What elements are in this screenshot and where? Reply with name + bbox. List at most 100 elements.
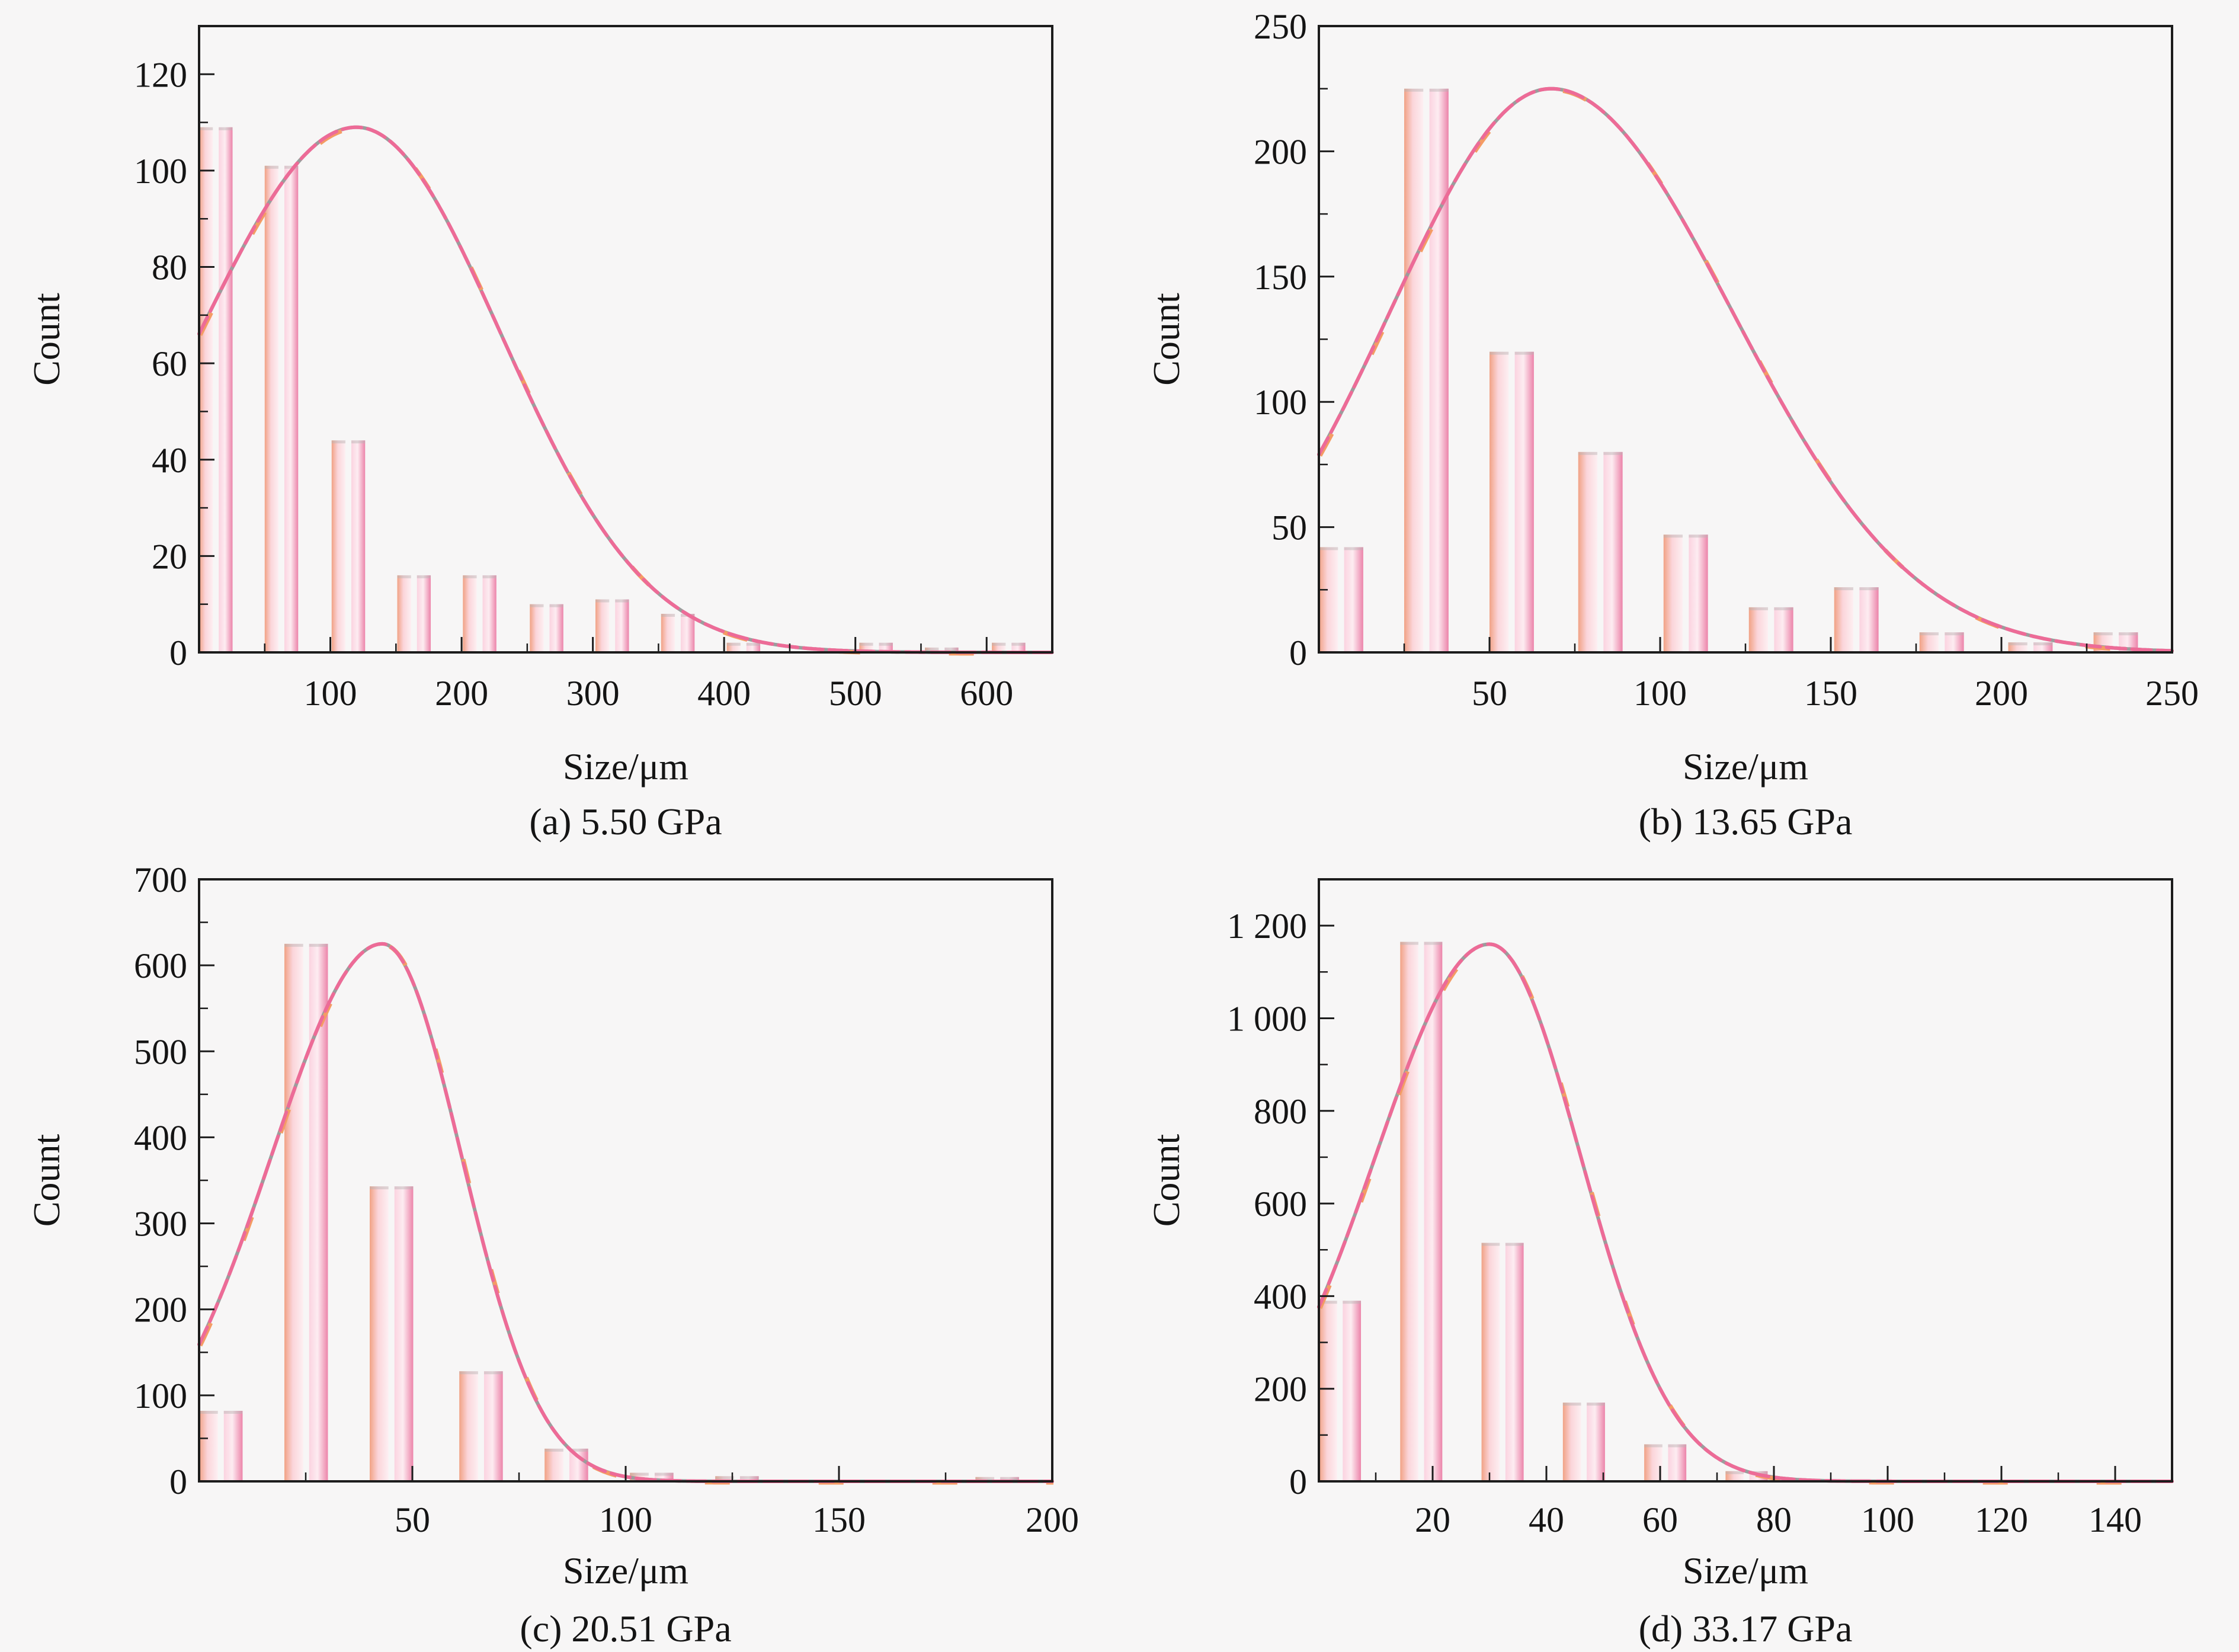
panel-d-chart: 20 40 60 80 100 120 140 0 200 400 600 800 1 000 1 200… [1145,878,2174,1650]
y-tick-label: 80 [152,248,187,287]
x-tick-label: 60 [1642,1500,1678,1539]
bar-top-cap [219,127,233,130]
fit-curve-pink [1317,942,2174,1483]
y-tick-label: 800 [1254,1092,1307,1131]
histogram-bar-series2 [1603,452,1623,652]
histogram-bar-series1 [715,1476,734,1481]
bar-top-cap [1514,351,1534,355]
bar-top-cap [1011,642,1026,646]
bar-top-cap [1562,1403,1581,1406]
bar-top-cap [370,1186,389,1190]
bar-top-cap [1725,1471,1744,1474]
y-axis-title: Count [25,1134,68,1227]
bar-top-cap [2033,642,2053,646]
histogram-bar-series2 [1514,351,1534,652]
bar-top-cap [746,642,761,646]
bar-top-cap [569,1448,588,1452]
histogram-bar-series1 [397,575,411,652]
histogram-bar-series2 [1343,1301,1362,1481]
panel-caption: (b) 13.65 GPa [1639,801,1853,843]
histogram-bar-series1 [1319,1301,1337,1481]
y-tick-label: 600 [134,946,187,985]
histogram-bar-series1 [1490,351,1509,652]
bar-top-cap [482,575,497,578]
y-tick-label: 1 000 [1227,999,1307,1038]
histogram-bar-series1 [1663,534,1683,652]
x-tick-label: 100 [1633,674,1687,713]
histogram-bar-series2 [223,1410,243,1481]
histogram-bar-series2 [615,599,629,652]
x-tick-label: 250 [2145,674,2199,713]
x-tick-label: 100 [304,674,357,713]
fit-curve-gray-base [1317,942,2172,1483]
bar-top-cap [1505,1243,1524,1246]
histogram-bar-series1 [1319,547,1338,652]
histogram-bar-series1 [284,943,303,1481]
x-tick-label: 80 [1756,1500,1792,1539]
bar-top-cap [615,599,629,603]
y-tick-label: 0 [1289,633,1307,673]
bar-top-cap [1689,534,1708,538]
x-tick-label: 200 [435,674,488,713]
x-axis-title: Size/μm [563,745,688,787]
plot-frame [198,25,1053,654]
bar-top-cap [1404,88,1424,92]
y-tick-label: 250 [1254,7,1307,46]
histogram-bar-series1 [459,1371,478,1481]
histogram-bar-series1 [925,647,939,652]
bar-top-cap [1644,1444,1663,1448]
panel-d: 20 40 60 80 100 120 140 0 200 400 600 800 1 000 1 200… [1120,853,2239,1652]
fit-curve-pink [1317,87,2174,653]
bar-top-cap [595,599,610,603]
histogram-bar-series2 [483,1371,503,1481]
x-tick-label: 600 [960,674,1013,713]
panel-c: 50 100 150 200 0 100 200 300 400 500 600 700 Count Si… [0,853,1120,1652]
bar-top-cap [199,1410,218,1414]
bar-top-cap [739,1476,759,1480]
y-tick-label: 200 [1254,132,1307,171]
histogram-bar-series1 [975,1477,995,1481]
histogram-bar-series2 [1344,547,1363,652]
bar-top-cap [397,575,411,578]
bar-top-cap [1859,587,1879,591]
histogram-bar-series2 [569,1448,588,1481]
bar-top-cap [1490,351,1509,355]
y-tick-label: 1 200 [1227,907,1307,946]
histogram-bar-series1 [1919,632,1939,652]
y-tick-label: 0 [169,1462,187,1501]
bar-top-cap [726,642,741,646]
histogram-bar-series2 [681,613,695,652]
bar-top-cap [1668,1444,1687,1448]
bar-top-cap [859,642,873,646]
histogram-bar-series2 [1668,1444,1687,1481]
bar-top-cap [417,575,431,578]
histogram-bar-series1 [1725,1471,1744,1481]
x-tick-label: 140 [2089,1500,2142,1539]
histogram-bar-series1 [1834,587,1854,652]
x-tick-label: 150 [1804,674,1857,713]
histogram-bar-series2 [351,440,366,652]
bar-top-cap [661,613,675,617]
histogram-bar-series1 [544,1448,563,1481]
bar-top-cap [463,575,477,578]
bar-top-cap [530,604,544,607]
y-tick-label: 100 [1254,383,1307,422]
histogram-bar-series2 [2033,642,2053,652]
bar-top-cap [1774,607,1793,610]
panel-b-chart: 50 100 150 200 250 0 50 100 150 200 250 Count Size/μ… [1145,7,2199,843]
fit-curve-orange [198,126,1053,656]
fit-curve-pink [197,125,1054,654]
x-axis-title: Size/μm [1683,1549,1808,1592]
bar-top-cap [992,642,1006,646]
bar-top-cap [1319,1301,1337,1304]
plot-frame [1318,878,2173,1483]
histogram-bar-series1 [2008,642,2027,652]
histogram-bar-series2 [284,165,299,652]
y-tick-label: 50 [1271,508,1307,548]
bar-top-cap [1587,1403,1605,1406]
y-tick-label: 20 [152,537,187,576]
histogram-bar-series1 [463,575,477,652]
y-tick-label: 40 [152,441,187,480]
histogram-bar-series2 [944,647,959,652]
histogram-bar-series1 [726,642,741,652]
